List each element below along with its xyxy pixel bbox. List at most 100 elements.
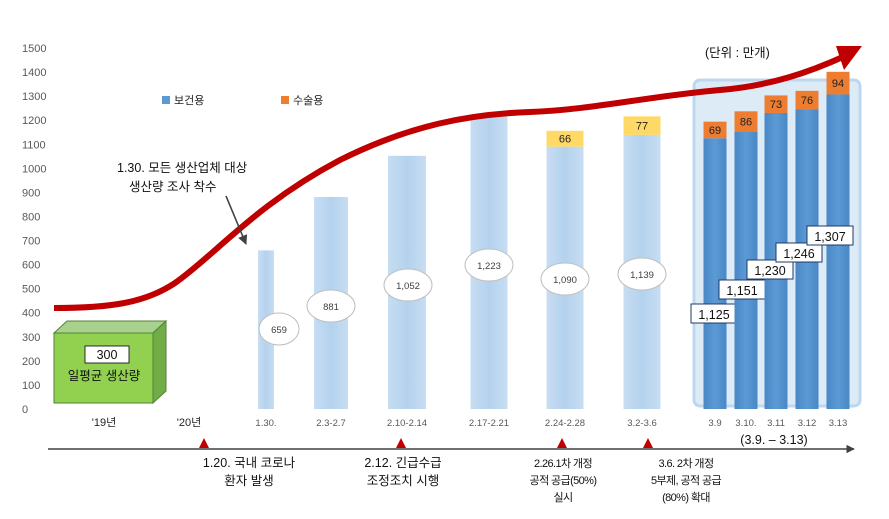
- trend-arrowhead: [836, 46, 862, 70]
- legend: 보건용 수술용: [162, 94, 323, 107]
- timeline-text: 환자 발생: [224, 474, 273, 488]
- data-label-box: [806, 225, 854, 246]
- x-tick-label: 1.30.: [255, 418, 276, 429]
- bar-surgical: [826, 71, 850, 95]
- timeline-text: (80%) 확대: [662, 491, 710, 504]
- y-tick-label: 1400: [22, 67, 46, 79]
- y-tick-label: 1100: [22, 139, 46, 151]
- x-tick-label: 3.11: [767, 418, 785, 429]
- data-label-health: 1,090: [553, 275, 577, 286]
- data-label-health: 1,230: [754, 264, 785, 278]
- timeline-text: 실시: [553, 491, 572, 504]
- data-label-health: 1,223: [477, 261, 501, 272]
- data-label-health: 1,151: [726, 284, 757, 298]
- x-tick-label: 3.9: [708, 418, 721, 429]
- bar-health: [826, 94, 850, 409]
- y-tick-label: 1500: [22, 43, 46, 55]
- data-label-bubble: [258, 312, 300, 346]
- bar-surgical: [623, 116, 661, 135]
- annotation-arrow: [225, 195, 248, 245]
- data-label-surgical: 94: [832, 78, 844, 90]
- bar-surgical: [546, 130, 584, 147]
- x-tick-label: 2.3-2.7: [316, 418, 346, 429]
- data-label-bubble: [464, 248, 514, 282]
- data-label-health: 1,307: [814, 230, 845, 244]
- x-axis: '19년 '20년 1.30. 2.3-2.7 2.10-2.14 2.17-2.21 2.…: [92, 416, 847, 429]
- data-label-health: 1,052: [396, 281, 420, 292]
- data-label-box: [746, 259, 794, 280]
- x-tick-label: 3.13: [829, 418, 848, 429]
- y-axis: 0 100 200 300 400 500 600 700 800 900 1000 1100 1200…: [22, 43, 46, 416]
- bar-surgical: [764, 95, 788, 113]
- data-label-surgical: 66: [559, 134, 571, 146]
- y-tick-label: 100: [22, 380, 40, 392]
- data-label-health: 881: [323, 302, 339, 313]
- legend-label-health: 보건용: [174, 94, 204, 107]
- x-tick-label: 3.2-3.6: [627, 418, 657, 429]
- data-label-surgical: 73: [770, 99, 782, 111]
- x-tick-label: 2.10-2.14: [387, 418, 427, 429]
- timeline-text: 5부제, 공적 공급: [651, 474, 721, 487]
- timeline-text: 1.20. 국내 코로나: [203, 456, 296, 470]
- y-tick-label: 700: [22, 236, 40, 248]
- bar-surgical: [734, 111, 758, 132]
- bar-health: [703, 138, 727, 409]
- y-tick-label: 200: [22, 356, 40, 368]
- trend-arrow: [53, 53, 847, 311]
- data-label-bubble: [540, 262, 590, 296]
- timeline-text: 2.12. 긴급수급: [364, 456, 441, 470]
- data-label-health: 1,246: [783, 247, 814, 261]
- x-tick-label: 2.24-2.28: [545, 418, 585, 429]
- timeline-text: 3.6. 2차 개정: [659, 457, 714, 470]
- baseline-box: 300 일평균 생산량: [52, 319, 168, 405]
- data-label-surgical: 77: [636, 121, 648, 133]
- annotation-line2: 생산량 조사 착수: [129, 180, 216, 194]
- x-tick-label: 2.17-2.21: [469, 418, 509, 429]
- x-tick-label: '20년: [177, 416, 201, 429]
- legend-swatch-surgical: [281, 96, 289, 104]
- data-label-surgical: 76: [801, 95, 813, 107]
- timeline-marker: [643, 438, 653, 448]
- data-label-health: 659: [271, 325, 287, 336]
- y-tick-label: 1000: [22, 163, 46, 175]
- data-label-bubble: [383, 268, 433, 302]
- data-label-surgical: 69: [709, 125, 721, 137]
- annotation-line1: 1.30. 모든 생산업체 대상: [117, 161, 248, 175]
- timeline-marker: [199, 438, 209, 448]
- legend-swatch-health: [162, 96, 170, 104]
- y-tick-label: 500: [22, 284, 40, 296]
- timeline-text: 2.26.1차 개정: [534, 457, 592, 470]
- unit-label: (단위 : 만개): [705, 46, 770, 60]
- legend-label-surgical: 수술용: [293, 94, 323, 107]
- data-label-health: 1,125: [698, 308, 729, 322]
- bar-surgical: [703, 121, 727, 139]
- x-tick-label: 3.12: [798, 418, 817, 429]
- data-label-box: [775, 242, 823, 263]
- y-tick-label: 900: [22, 187, 40, 199]
- y-tick-label: 600: [22, 260, 40, 272]
- y-tick-label: 1300: [22, 91, 46, 103]
- baseline-label: 일평균 생산량: [68, 369, 141, 383]
- timeline-text: 조정조치 시행: [367, 473, 439, 488]
- x-tick-label: 3.10.: [735, 418, 756, 429]
- timeline-marker: [557, 438, 567, 448]
- data-label-bubble: [306, 289, 356, 323]
- y-tick-label: 1200: [22, 115, 46, 127]
- bar-surgical: [795, 90, 819, 110]
- bar-health: [734, 131, 758, 409]
- data-label-bubble: [617, 257, 667, 291]
- bars: 659 881 1,052 1,223 66 1,090 77 1,139 69 1,125 86 1…: [258, 71, 854, 409]
- y-tick-label: 0: [22, 404, 28, 416]
- timeline-marker: [396, 438, 406, 448]
- data-label-health: 1,139: [630, 270, 654, 281]
- timeline-text: 공적 공급(50%): [530, 474, 597, 487]
- x-tick-label: '19년: [92, 416, 116, 429]
- y-tick-label: 300: [22, 332, 40, 344]
- bracket-label: (3.9. – 3.13): [740, 433, 807, 447]
- y-tick-label: 400: [22, 308, 40, 320]
- y-tick-label: 800: [22, 211, 40, 223]
- baseline-value: 300: [97, 348, 118, 362]
- data-label-surgical: 86: [740, 117, 752, 129]
